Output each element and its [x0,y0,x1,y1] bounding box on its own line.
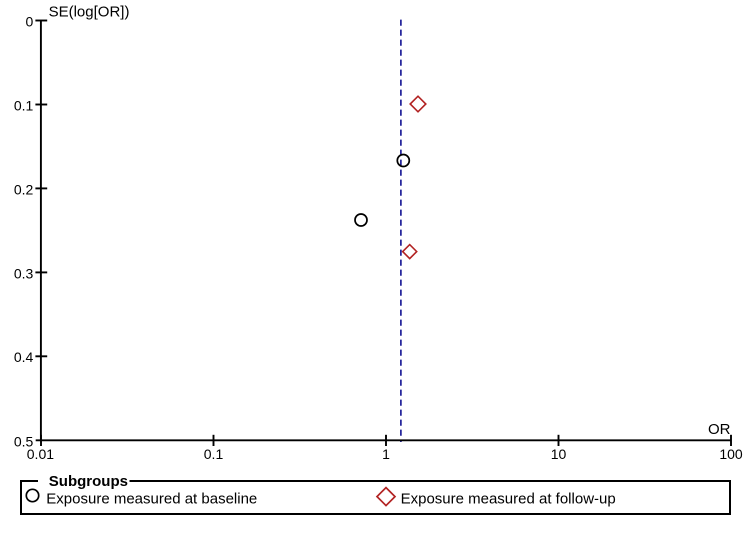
svg-text:Exposure measured at baseline: Exposure measured at baseline [46,491,257,508]
svg-text:1: 1 [382,446,390,462]
svg-text:0.01: 0.01 [27,446,54,462]
svg-text:0.1: 0.1 [14,97,34,113]
svg-text:0: 0 [26,13,34,29]
svg-text:0.2: 0.2 [14,181,34,197]
svg-text:SE(log[OR]): SE(log[OR]) [49,3,130,20]
svg-text:0.3: 0.3 [14,265,34,281]
svg-text:Subgroups: Subgroups [49,473,128,490]
svg-text:OR: OR [708,421,731,438]
svg-text:Exposure measured at follow-up: Exposure measured at follow-up [401,491,616,508]
svg-text:100: 100 [719,446,743,462]
svg-text:10: 10 [551,446,567,462]
svg-text:0.1: 0.1 [204,446,224,462]
svg-text:0.4: 0.4 [14,349,34,365]
svg-text:0.5: 0.5 [14,434,34,450]
